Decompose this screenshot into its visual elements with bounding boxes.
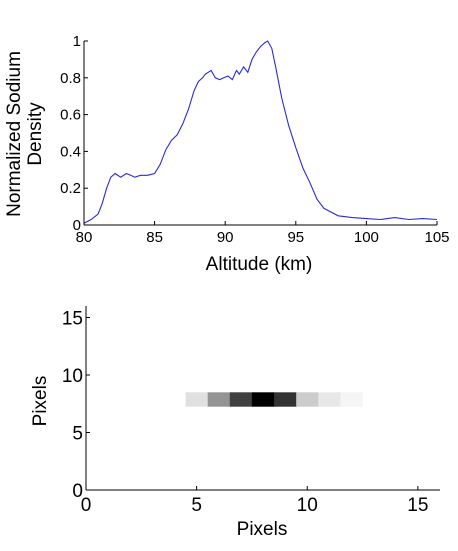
density-chart: 80 85 90 95 100 105 0 0.2 0.4 0.6 0.8 1 Altitude (k…	[4, 33, 450, 275]
pixel-heatmap-chart: 0 5 10 15 0 5 10 15 Pixels Pixels	[30, 306, 440, 540]
heatmap-x-tick-label: 0	[81, 495, 92, 516]
heatmap-y-tick-label: 10	[62, 366, 83, 387]
heatmap-y-tick-label: 15	[62, 309, 83, 330]
heatmap-x-tick-label: 10	[297, 495, 318, 516]
density-x-tick-label: 100	[354, 229, 379, 246]
heatmap-cell	[318, 392, 341, 407]
density-x-tick-label: 85	[146, 229, 163, 246]
heatmap-cells	[185, 392, 363, 407]
density-axes: 80 85 90 95 100 105 0 0.2 0.4 0.6 0.8 1	[60, 33, 449, 246]
density-xlabel: Altitude (km)	[206, 254, 313, 275]
heatmap-y-tick-label: 0	[72, 481, 83, 502]
density-ylabel-line2: Density	[25, 102, 46, 166]
density-x-tick-label: 105	[424, 229, 449, 246]
heatmap-cell	[340, 392, 363, 407]
density-y-tick-label: 0.2	[60, 180, 81, 197]
heatmap-cell	[207, 392, 231, 407]
heatmap-cell	[251, 392, 275, 407]
heatmap-cell	[296, 392, 319, 407]
density-y-tick-label: 1	[73, 33, 81, 50]
heatmap-axes: 0 5 10 15 0 5 10 15	[62, 306, 440, 516]
heatmap-y-tick-label: 5	[72, 424, 83, 445]
heatmap-cell	[229, 392, 253, 407]
heatmap-cell	[274, 392, 297, 407]
density-y-tick-label: 0.8	[60, 70, 81, 87]
density-ylabel-line1: Normalized Sodium	[4, 51, 25, 217]
density-y-tick-label: 0	[73, 217, 81, 234]
density-y-tick-label: 0.6	[60, 107, 81, 124]
density-x-tick-label: 80	[76, 229, 93, 246]
heatmap-ylabel: Pixels	[30, 376, 51, 427]
heatmap-x-tick-label: 15	[407, 495, 428, 516]
heatmap-cell	[185, 392, 209, 407]
density-y-tick-label: 0.4	[60, 143, 81, 160]
density-series-line	[83, 40, 438, 224]
heatmap-x-tick-label: 5	[191, 495, 202, 516]
density-x-tick-label: 90	[217, 229, 234, 246]
density-x-tick-label: 95	[287, 229, 304, 246]
density-line-layer	[83, 40, 438, 224]
heatmap-xlabel: Pixels	[237, 519, 288, 540]
